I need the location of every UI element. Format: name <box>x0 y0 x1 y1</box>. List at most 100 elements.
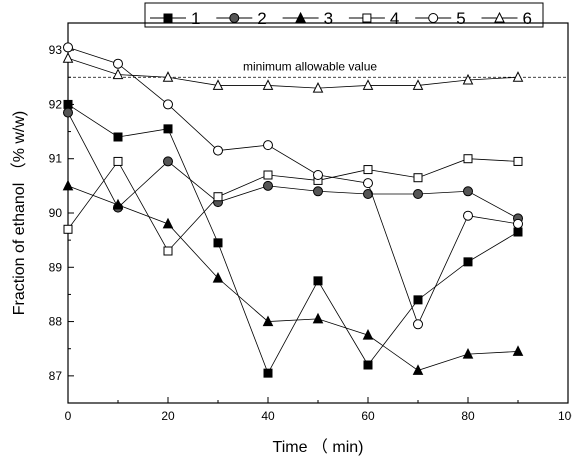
y-tick-label: 87 <box>49 369 63 383</box>
data-point <box>62 179 74 191</box>
data-point <box>462 348 474 359</box>
data-point <box>462 73 474 85</box>
data-point <box>362 329 374 340</box>
y-tick-label: 93 <box>49 43 63 57</box>
data-point <box>363 360 373 370</box>
data-point <box>313 170 323 180</box>
data-point <box>412 364 424 375</box>
data-point <box>512 345 524 356</box>
y-tick-label: 92 <box>49 97 63 111</box>
data-point <box>112 68 124 80</box>
legend-label: 3 <box>324 9 333 28</box>
data-point <box>213 192 223 202</box>
data-point <box>213 238 223 248</box>
reference-line-label: minimum allowable value <box>243 59 377 73</box>
data-point <box>262 315 274 327</box>
legend-label: 6 <box>523 9 532 28</box>
data-point <box>312 82 324 93</box>
data-point <box>62 52 74 63</box>
x-axis-title: Time （ min) <box>273 438 364 456</box>
data-point <box>362 79 374 90</box>
data-point <box>413 173 423 183</box>
x-tick-label: 100 <box>558 409 572 423</box>
series-6 <box>62 52 524 93</box>
data-point <box>213 145 223 156</box>
data-point <box>212 272 224 283</box>
x-tick-label: 40 <box>261 409 275 423</box>
data-point <box>513 156 523 166</box>
data-point <box>113 156 123 166</box>
series-line <box>67 57 519 89</box>
data-point <box>463 186 473 197</box>
data-point <box>512 71 524 82</box>
data-point <box>162 217 174 229</box>
data-point <box>413 319 423 330</box>
data-point <box>263 140 273 151</box>
y-tick-label: 89 <box>49 260 63 274</box>
legend-marker <box>362 13 372 23</box>
data-point <box>63 224 73 234</box>
data-point <box>263 180 273 191</box>
legend-marker <box>428 13 439 23</box>
legend-label: 2 <box>257 9 266 28</box>
x-tick-label: 20 <box>161 409 175 423</box>
series-3 <box>62 179 524 375</box>
legend-marker <box>494 11 505 23</box>
legend-label: 5 <box>456 9 465 28</box>
data-point <box>313 276 323 286</box>
data-point <box>413 189 423 199</box>
series-line <box>67 47 519 326</box>
data-point <box>163 246 173 256</box>
series-line <box>67 185 519 371</box>
data-point <box>163 99 173 110</box>
series-4 <box>63 154 523 256</box>
data-point <box>363 165 373 175</box>
y-tick-label: 90 <box>49 206 63 220</box>
series-line <box>67 158 519 252</box>
series-1 <box>63 99 523 378</box>
legend-label: 4 <box>390 9 399 28</box>
data-point <box>313 186 323 197</box>
data-point <box>112 198 124 210</box>
data-point <box>312 312 324 324</box>
y-tick-label: 91 <box>49 152 63 166</box>
data-point <box>463 210 473 221</box>
legend: 1 2 3 4 5 6 <box>144 2 544 28</box>
y-axis-title: Fraction of ethanol （% w/w) <box>10 111 28 316</box>
data-point <box>63 99 73 109</box>
data-point <box>163 156 173 167</box>
data-point <box>163 124 173 134</box>
series-5 <box>63 42 523 330</box>
legend-label: 1 <box>191 9 200 28</box>
data-point <box>513 218 523 229</box>
data-point <box>63 42 73 53</box>
data-point <box>263 368 273 378</box>
data-point <box>263 170 273 180</box>
series-line <box>67 112 519 219</box>
series-line <box>67 104 519 375</box>
data-point <box>463 154 473 164</box>
data-point <box>162 71 174 82</box>
data-point <box>262 79 274 90</box>
plot-area: 0 20 40 60 80 100 87 88 89 90 91 92 93 <box>49 22 572 423</box>
data-point <box>363 189 373 199</box>
x-tick-label: 80 <box>461 409 475 423</box>
x-tick-label: 60 <box>361 409 375 423</box>
data-point <box>413 295 423 305</box>
legend-marker <box>295 11 306 23</box>
series-2 <box>63 107 523 224</box>
data-point <box>363 178 373 189</box>
plot-frame <box>67 22 569 404</box>
data-point <box>63 107 73 118</box>
y-tick-label: 88 <box>49 315 63 329</box>
legend-marker <box>163 13 173 23</box>
data-point <box>212 79 224 90</box>
data-point <box>412 79 424 90</box>
x-tick-label: 0 <box>65 409 72 423</box>
data-point <box>113 132 123 142</box>
data-point <box>513 227 523 237</box>
data-point <box>113 58 123 69</box>
data-point <box>463 257 473 267</box>
legend-marker <box>229 13 240 23</box>
